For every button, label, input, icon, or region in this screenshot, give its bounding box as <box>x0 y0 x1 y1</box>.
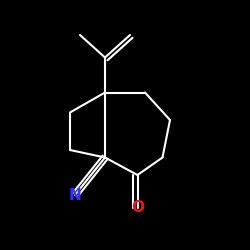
Text: N: N <box>68 188 82 202</box>
Text: O: O <box>131 200 144 215</box>
